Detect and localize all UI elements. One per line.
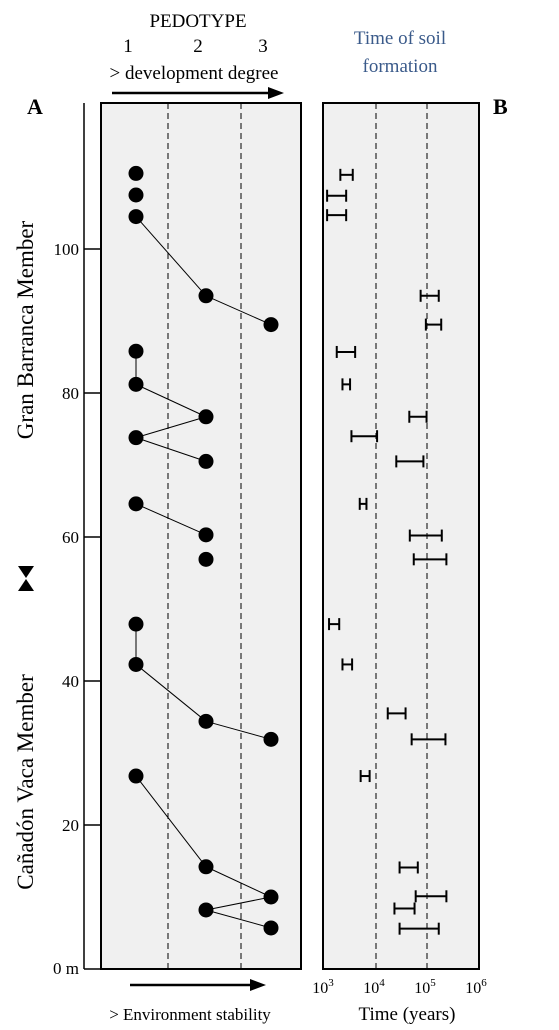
time-x-tick-label: 105 bbox=[414, 977, 436, 997]
panel-b-label: B bbox=[493, 94, 508, 119]
pedotype-tick-3: 3 bbox=[258, 36, 268, 57]
time-x-tick-label: 106 bbox=[465, 977, 487, 997]
pedotype-point bbox=[263, 317, 279, 333]
y-tick-label: 60 bbox=[62, 528, 79, 547]
time-x-axis-label: Time (years) bbox=[359, 1004, 456, 1025]
time-range-bar bbox=[350, 430, 379, 443]
time-x-tick-label: 103 bbox=[312, 977, 334, 997]
time-range-bar bbox=[414, 890, 448, 903]
pedotype-connector bbox=[135, 503, 207, 536]
pedotype-point bbox=[198, 859, 214, 875]
y-tick-label: 100 bbox=[54, 240, 80, 259]
time-range-bar bbox=[410, 733, 447, 746]
pedotype-point bbox=[128, 187, 144, 203]
time-range-bar bbox=[326, 209, 348, 222]
time-range-bar bbox=[424, 318, 443, 331]
time-title-line1: Time of soil bbox=[354, 28, 446, 49]
pedotype-point bbox=[128, 496, 144, 512]
development-arrow bbox=[112, 87, 284, 99]
upper-member-label: Gran Barranca Member bbox=[13, 220, 38, 439]
pedotype-tick-labels: 1 2 3 bbox=[123, 36, 268, 57]
pedotype-connector bbox=[135, 437, 207, 462]
y-tick-label: 80 bbox=[62, 384, 79, 403]
pedotype-connector bbox=[205, 295, 272, 326]
time-range-bar bbox=[328, 618, 341, 631]
time-range-bar bbox=[386, 707, 407, 720]
pedotype-point bbox=[198, 551, 214, 567]
lower-member-label: Cañadón Vaca Member bbox=[13, 674, 38, 890]
time-range-bar bbox=[326, 189, 348, 202]
time-range-bar bbox=[398, 922, 440, 935]
y-tick-label: 40 bbox=[62, 672, 79, 691]
pedotype-tick-2: 2 bbox=[193, 36, 203, 57]
y-axis-ticks: 20 40 60 80 100 bbox=[54, 240, 101, 835]
pedotype-point bbox=[198, 527, 214, 543]
pedotype-point bbox=[128, 616, 144, 632]
pedotype-point bbox=[128, 376, 144, 392]
time-range-bar bbox=[398, 861, 419, 874]
pedotype-point bbox=[198, 713, 214, 729]
time-range-bar bbox=[358, 497, 368, 510]
pedotype-connector bbox=[135, 383, 207, 418]
time-range-bar bbox=[393, 902, 416, 915]
pedotype-connector bbox=[135, 416, 207, 439]
pedotype-point bbox=[128, 343, 144, 359]
pedotype-point bbox=[263, 920, 279, 936]
time-title-line2: formation bbox=[363, 56, 438, 77]
time-range-bar bbox=[408, 410, 428, 423]
time-range-bar bbox=[395, 455, 425, 468]
pedotype-connector bbox=[205, 720, 272, 740]
development-label: > development degree bbox=[110, 63, 279, 84]
pedotype-point bbox=[128, 209, 144, 225]
pedotype-connector bbox=[205, 896, 272, 911]
pedotype-point bbox=[198, 409, 214, 425]
time-range-bar bbox=[335, 345, 357, 358]
pedotype-connector bbox=[205, 909, 272, 929]
time-x-tick-labels: 103 104 105 106 bbox=[312, 977, 487, 997]
stability-label: > Environment stability bbox=[109, 1005, 271, 1024]
stability-arrow bbox=[130, 979, 266, 991]
panel-a-label: A bbox=[27, 94, 43, 119]
pedotype-point bbox=[128, 656, 144, 672]
time-range-bar bbox=[341, 658, 354, 671]
pedotype-connector bbox=[135, 216, 207, 297]
time-range-bar bbox=[359, 770, 371, 783]
y-tick-label: 20 bbox=[62, 816, 79, 835]
pedotype-point bbox=[263, 731, 279, 747]
pedotype-tick-1: 1 bbox=[123, 36, 133, 57]
panel-b-plot-area bbox=[322, 102, 480, 970]
pedotype-point bbox=[198, 902, 214, 918]
pedotype-point bbox=[128, 430, 144, 446]
pedotype-title: PEDOTYPE bbox=[149, 11, 246, 32]
time-x-tick-label: 104 bbox=[363, 977, 385, 997]
pedotype-point bbox=[198, 288, 214, 304]
pedotype-point bbox=[128, 165, 144, 181]
time-range-bar bbox=[408, 529, 443, 542]
pedotype-point bbox=[128, 768, 144, 784]
time-ranges bbox=[326, 168, 448, 935]
pedotype-connector bbox=[205, 866, 272, 898]
pedotype-connector bbox=[135, 664, 207, 722]
pedotype-points bbox=[128, 165, 279, 936]
pedotype-point bbox=[198, 453, 214, 469]
pedotype-connector bbox=[135, 775, 207, 868]
pedotype-point bbox=[263, 889, 279, 905]
member-boundary-marker bbox=[18, 566, 34, 591]
time-range-bar bbox=[341, 378, 352, 391]
time-range-bar bbox=[339, 168, 354, 181]
time-range-bar bbox=[412, 553, 448, 566]
time-range-bar bbox=[419, 289, 440, 302]
zero-label: 0 m bbox=[53, 959, 79, 978]
pedotype-connectors bbox=[135, 216, 272, 929]
